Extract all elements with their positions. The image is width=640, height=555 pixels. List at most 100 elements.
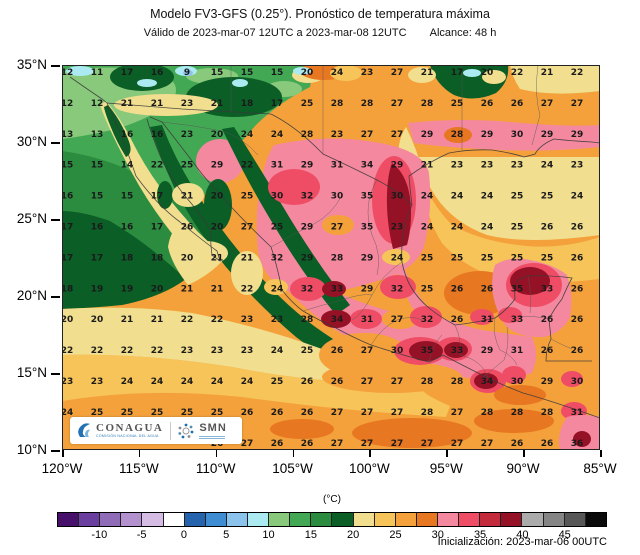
grid-temp-value: 23 bbox=[481, 161, 494, 171]
conagua-subtitle: COMISIÓN NACIONAL DEL AGUA bbox=[96, 434, 159, 438]
lon-tick-mark bbox=[446, 450, 448, 457]
grid-temp-value: 23 bbox=[331, 130, 344, 140]
colorbar-tick-label: 10 bbox=[262, 529, 275, 541]
grid-temp-value: 26 bbox=[571, 284, 584, 294]
grid-temp-value: 24 bbox=[481, 223, 494, 233]
lon-tick-mark bbox=[369, 450, 371, 457]
grid-temp-value: 33 bbox=[331, 284, 344, 294]
grid-temp-value: 34 bbox=[481, 377, 494, 387]
grid-temp-value: 27 bbox=[331, 439, 344, 449]
grid-temp-value: 28 bbox=[301, 130, 314, 140]
grid-temp-value: 17 bbox=[62, 223, 73, 233]
grid-temp-value: 36 bbox=[571, 439, 584, 449]
colorbar-segment bbox=[564, 513, 586, 526]
grid-temp-value: 35 bbox=[421, 346, 434, 356]
grid-temp-value: 27 bbox=[481, 439, 494, 449]
grid-temp-value: 34 bbox=[331, 315, 344, 325]
grid-temp-value: 26 bbox=[241, 408, 254, 418]
grid-temp-value: 26 bbox=[331, 377, 344, 387]
colorbar-segment bbox=[121, 513, 143, 526]
colorbar-tick-label: -10 bbox=[91, 529, 108, 541]
grid-temp-value: 13 bbox=[91, 130, 104, 140]
grid-temp-value: 27 bbox=[361, 346, 374, 356]
grid-temp-value: 20 bbox=[151, 284, 164, 294]
grid-temp-value: 20 bbox=[481, 68, 494, 78]
grid-temp-value: 21 bbox=[151, 99, 164, 109]
grid-temp-value: 24 bbox=[241, 130, 254, 140]
grid-temp-value: 24 bbox=[151, 377, 164, 387]
grid-temp-value: 26 bbox=[571, 223, 584, 233]
grid-temp-value: 23 bbox=[511, 161, 524, 171]
forecast-reach-text: Alcance: 48 h bbox=[429, 27, 497, 39]
grid-temp-value: 26 bbox=[271, 408, 284, 418]
grid-temp-value: 25 bbox=[151, 408, 164, 418]
grid-temp-value: 16 bbox=[121, 130, 134, 140]
colorbar-tick-label: 30 bbox=[431, 529, 444, 541]
grid-temp-value: 23 bbox=[181, 130, 194, 140]
lat-tick-mark bbox=[51, 65, 60, 67]
grid-temp-value: 23 bbox=[271, 315, 284, 325]
grid-temp-value: 21 bbox=[121, 99, 134, 109]
colorbar-segment bbox=[416, 513, 438, 526]
logo-box: CONAGUA COMISIÓN NACIONAL DEL AGUA SMN bbox=[70, 417, 242, 444]
grid-temp-value: 27 bbox=[331, 223, 344, 233]
colorbar-segment bbox=[501, 513, 523, 526]
colorbar-tick-label: 35 bbox=[473, 529, 487, 541]
colorbar-segment bbox=[79, 513, 101, 526]
grid-temp-value: 22 bbox=[151, 161, 164, 171]
grid-temp-value: 11 bbox=[91, 68, 104, 78]
grid-temp-value: 27 bbox=[391, 408, 404, 418]
grid-temp-value: 27 bbox=[331, 408, 344, 418]
grid-temp-value: 25 bbox=[511, 223, 524, 233]
grid-temp-value: 22 bbox=[121, 346, 134, 356]
grid-temp-value: 25 bbox=[511, 253, 524, 263]
colorbar-segment bbox=[142, 513, 164, 526]
grid-temp-value: 26 bbox=[541, 439, 554, 449]
grid-temp-value: 29 bbox=[211, 161, 224, 171]
grid-temp-value: 16 bbox=[62, 192, 73, 202]
lat-tick-label: 20°N bbox=[16, 288, 47, 303]
grid-temp-value: 26 bbox=[301, 377, 314, 387]
grid-temp-value: 22 bbox=[241, 161, 254, 171]
colorbar-segment bbox=[163, 513, 185, 526]
grid-temp-value: 26 bbox=[181, 223, 194, 233]
grid-temp-value: 30 bbox=[271, 192, 284, 202]
grid-temp-value: 27 bbox=[571, 99, 584, 109]
grid-temp-value: 26 bbox=[331, 346, 344, 356]
grid-temp-value: 17 bbox=[151, 223, 164, 233]
lat-tick-label: 30°N bbox=[16, 134, 47, 149]
grid-temp-value: 32 bbox=[271, 253, 284, 263]
grid-temp-value: 18 bbox=[121, 253, 134, 263]
lon-tick-label: 100°W bbox=[349, 461, 390, 476]
grid-temp-value: 31 bbox=[571, 408, 584, 418]
grid-temp-value: 28 bbox=[301, 315, 314, 325]
grid-temp-value: 27 bbox=[391, 439, 404, 449]
grid-temp-value: 27 bbox=[391, 315, 404, 325]
grid-temp-value: 25 bbox=[211, 408, 224, 418]
grid-temp-value: 17 bbox=[91, 253, 104, 263]
grid-temp-value: 17 bbox=[451, 68, 464, 78]
grid-temp-value: 30 bbox=[331, 192, 344, 202]
grid-temp-value: 19 bbox=[91, 284, 104, 294]
grid-temp-value: 28 bbox=[331, 253, 344, 263]
grid-temp-value: 29 bbox=[481, 346, 494, 356]
grid-temp-value: 33 bbox=[451, 346, 464, 356]
colorbar-tick-label: 5 bbox=[223, 529, 230, 541]
valid-range-text: Válido de 2023-mar-07 12UTC a 2023-mar-0… bbox=[143, 27, 407, 39]
colorbar-segment bbox=[459, 513, 481, 526]
grid-temp-value: 32 bbox=[391, 284, 404, 294]
grid-temp-value: 23 bbox=[91, 377, 104, 387]
grid-temp-value: 24 bbox=[62, 408, 73, 418]
grid-temp-value: 24 bbox=[271, 284, 284, 294]
lat-tick-label: 35°N bbox=[16, 57, 47, 72]
grid-temp-value: 15 bbox=[62, 161, 73, 171]
grid-temp-value: 24 bbox=[181, 377, 194, 387]
grid-temp-value: 26 bbox=[541, 346, 554, 356]
grid-temp-value: 28 bbox=[421, 377, 434, 387]
grid-temp-value: 29 bbox=[541, 377, 554, 387]
grid-temp-value: 15 bbox=[241, 68, 254, 78]
lat-tick-label: 10°N bbox=[16, 442, 47, 457]
lon-tick-label: 115°W bbox=[119, 461, 159, 476]
grid-temp-value: 27 bbox=[361, 130, 374, 140]
colorbar-segment bbox=[205, 513, 227, 526]
